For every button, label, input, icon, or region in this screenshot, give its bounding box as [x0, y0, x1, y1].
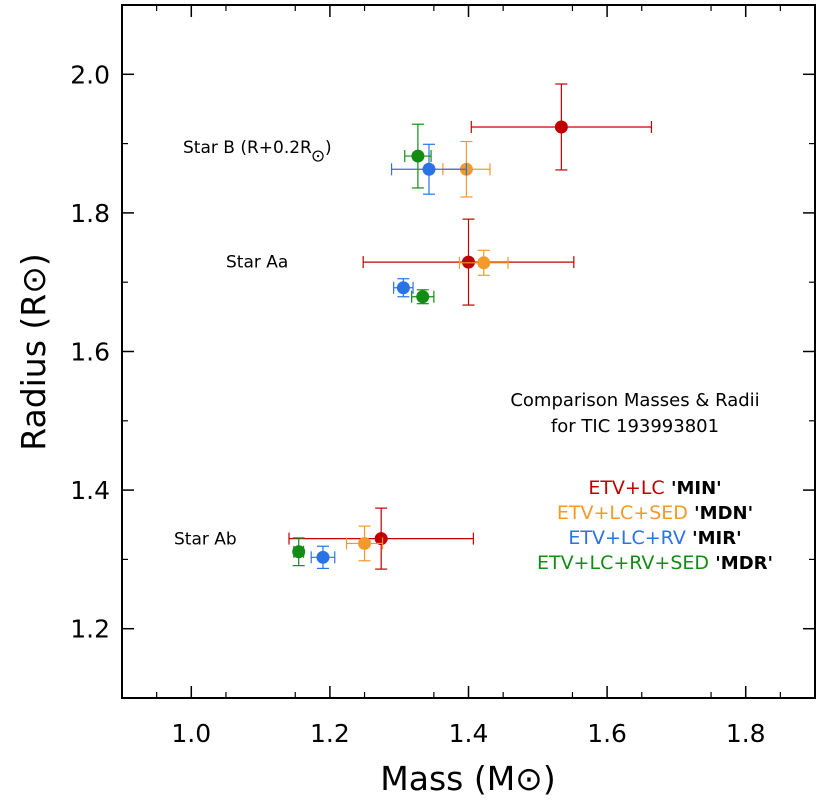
star-labels: Star B (R+0.2R) Star Aa Star Ab — [174, 138, 332, 550]
axis-ticks — [122, 5, 815, 699]
data-point-star-b — [411, 149, 425, 163]
x-axis-title: Mass (M⊙) — [380, 759, 555, 798]
legend-entry: ETV+LC+RV 'MIR' — [568, 527, 741, 549]
series-etv-lc-sed — [345, 140, 509, 562]
x-tick-label: 1.0 — [171, 719, 211, 748]
y-tick-label: 1.8 — [70, 199, 110, 228]
data-point-star-ab — [358, 536, 372, 550]
chart-annotation: Comparison Masses & Radii for TIC 193993… — [510, 390, 759, 437]
series-etv-lc-rv-sed — [292, 123, 435, 567]
data-point-star-ab — [374, 532, 388, 546]
svg-text:Star B (R+0.2R: Star B (R+0.2R — [183, 138, 312, 158]
star-label-ab: Star Ab — [174, 530, 237, 550]
svg-text:Star Aa: Star Aa — [226, 252, 288, 272]
data-point-star-ab — [316, 550, 330, 564]
x-tick-label: 1.4 — [449, 719, 489, 748]
y-tick-label: 1.4 — [70, 476, 110, 505]
x-tick-label: 1.2 — [310, 719, 350, 748]
error-bar — [458, 249, 509, 276]
y-tick-label: 2.0 — [70, 60, 110, 89]
legend: ETV+LC 'MIN' ETV+LC+SED 'MDN' ETV+LC+RV 'M… — [537, 477, 773, 574]
solar-symbol-icon — [312, 150, 324, 162]
axis-tick-labels: 1.0 1.2 1.4 1.6 1.8 1.2 1.4 1.6 1.8 2.0 — [70, 60, 765, 748]
y-tick-label: 1.2 — [70, 615, 110, 644]
svg-text:Mass (M⊙): Mass (M⊙) — [380, 759, 555, 798]
series-etv-lc — [288, 83, 653, 570]
legend-entry: ETV+LC+RV+SED 'MDR' — [537, 552, 773, 574]
y-axis-title: Radius (R⊙) — [14, 253, 53, 450]
data-point-star-aa — [416, 290, 430, 304]
legend-entry: ETV+LC+SED 'MDN' — [557, 502, 753, 524]
svg-text:): ) — [325, 138, 332, 158]
data-point-star-aa — [477, 256, 491, 270]
chart-title: Comparison Masses & Radii — [510, 390, 759, 411]
y-tick-label: 1.6 — [70, 338, 110, 367]
data-point-star-aa — [462, 255, 475, 269]
x-tick-label: 1.8 — [726, 719, 766, 748]
legend-entry: ETV+LC 'MIN' — [588, 477, 721, 499]
svg-text:Star Ab: Star Ab — [174, 530, 237, 550]
data-point-star-b — [422, 162, 436, 176]
data-point-star-aa — [396, 281, 410, 295]
plot-frame — [121, 4, 816, 699]
data-point-star-ab — [292, 545, 306, 559]
chart-subtitle: for TIC 193993801 — [551, 416, 719, 437]
x-tick-label: 1.6 — [587, 719, 627, 748]
star-label-b: Star B (R+0.2R) — [183, 138, 332, 162]
data-series — [288, 83, 653, 570]
svg-text:Radius (R⊙): Radius (R⊙) — [14, 253, 53, 450]
data-point-star-b — [554, 120, 568, 134]
series-etv-lc-rv — [310, 143, 468, 570]
star-label-aa: Star Aa — [226, 252, 288, 272]
